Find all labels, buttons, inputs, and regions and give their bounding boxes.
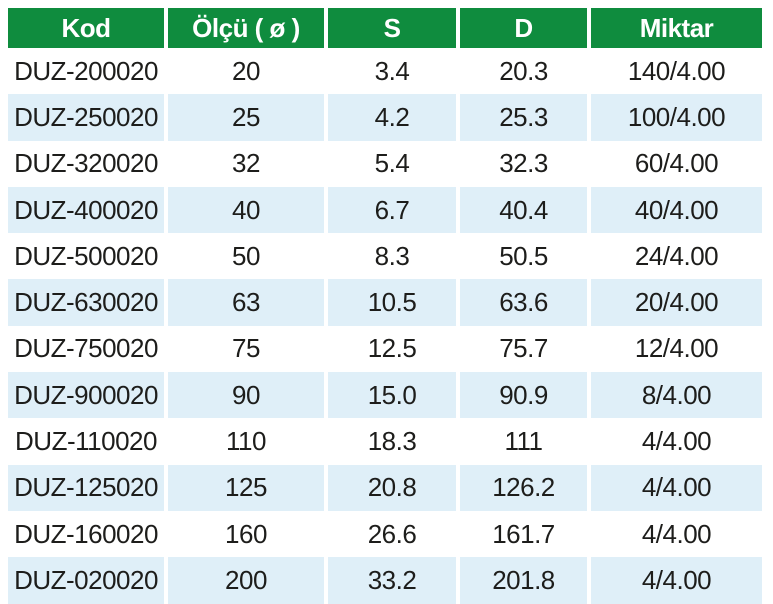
column-header-d: D	[460, 8, 587, 48]
cell-s: 10.5	[328, 279, 456, 326]
table-row: DUZ-900020 90 15.0 90.9 8/4.00	[8, 372, 762, 419]
table-row: DUZ-500020 50 8.3 50.5 24/4.00	[8, 233, 762, 280]
column-header-olcu: Ölçü ( ø )	[168, 8, 324, 48]
cell-d: 40.4	[460, 186, 587, 234]
cell-s: 4.2	[328, 94, 456, 141]
cell-olcu: 63	[168, 279, 324, 326]
cell-s: 12.5	[328, 325, 456, 373]
cell-kod: DUZ-020020	[8, 557, 164, 604]
table-row: DUZ-160020 160 26.6 161.7 4/4.00	[8, 510, 762, 558]
cell-kod: DUZ-750020	[8, 325, 164, 373]
cell-olcu: 125	[168, 464, 324, 511]
table-row: DUZ-320020 32 5.4 32.3 60/4.00	[8, 140, 762, 187]
cell-d: 32.3	[460, 140, 587, 187]
cell-d: 201.8	[460, 557, 587, 604]
column-header-miktar: Miktar	[591, 8, 762, 48]
cell-olcu: 40	[168, 186, 324, 234]
table-row: DUZ-125020 125 20.8 126.2 4/4.00	[8, 464, 762, 511]
cell-kod: DUZ-125020	[8, 464, 164, 511]
cell-d: 25.3	[460, 94, 587, 141]
cell-kod: DUZ-320020	[8, 140, 164, 187]
product-spec-table: Kod Ölçü ( ø ) S D Miktar DUZ-200020 20 3.4 20.…	[4, 8, 766, 604]
cell-miktar: 140/4.00	[591, 48, 762, 95]
cell-s: 6.7	[328, 186, 456, 234]
cell-miktar: 100/4.00	[591, 94, 762, 141]
cell-kod: DUZ-110020	[8, 418, 164, 465]
cell-d: 20.3	[460, 48, 587, 95]
cell-miktar: 24/4.00	[591, 233, 762, 280]
column-header-kod: Kod	[8, 8, 164, 48]
table-row: DUZ-110020 110 18.3 111 4/4.00	[8, 418, 762, 465]
cell-s: 3.4	[328, 48, 456, 95]
cell-olcu: 75	[168, 325, 324, 373]
cell-miktar: 12/4.00	[591, 325, 762, 373]
cell-kod: DUZ-160020	[8, 510, 164, 558]
cell-kod: DUZ-630020	[8, 279, 164, 326]
column-header-s: S	[328, 8, 456, 48]
table-row: DUZ-250020 25 4.2 25.3 100/4.00	[8, 94, 762, 141]
cell-olcu: 160	[168, 510, 324, 558]
cell-kod: DUZ-200020	[8, 48, 164, 95]
cell-d: 63.6	[460, 279, 587, 326]
cell-olcu: 20	[168, 48, 324, 95]
cell-olcu: 90	[168, 372, 324, 419]
cell-s: 26.6	[328, 510, 456, 558]
cell-d: 90.9	[460, 372, 587, 419]
cell-olcu: 110	[168, 418, 324, 465]
cell-miktar: 8/4.00	[591, 372, 762, 419]
cell-d: 111	[460, 418, 587, 465]
cell-s: 20.8	[328, 464, 456, 511]
cell-s: 8.3	[328, 233, 456, 280]
cell-olcu: 25	[168, 94, 324, 141]
cell-d: 75.7	[460, 325, 587, 373]
cell-olcu: 50	[168, 233, 324, 280]
catalog-page: Kod Ölçü ( ø ) S D Miktar DUZ-200020 20 3.4 20.…	[0, 8, 773, 604]
table-header: Kod Ölçü ( ø ) S D Miktar	[8, 8, 762, 48]
cell-s: 5.4	[328, 140, 456, 187]
cell-miktar: 40/4.00	[591, 186, 762, 234]
cell-kod: DUZ-400020	[8, 186, 164, 234]
cell-miktar: 4/4.00	[591, 557, 762, 604]
cell-d: 161.7	[460, 510, 587, 558]
cell-d: 126.2	[460, 464, 587, 511]
table-body: DUZ-200020 20 3.4 20.3 140/4.00 DUZ-250020 25 4…	[8, 48, 762, 604]
header-row: Kod Ölçü ( ø ) S D Miktar	[8, 8, 762, 48]
cell-miktar: 4/4.00	[591, 464, 762, 511]
cell-olcu: 32	[168, 140, 324, 187]
cell-s: 15.0	[328, 372, 456, 419]
cell-miktar: 4/4.00	[591, 510, 762, 558]
table-row: DUZ-200020 20 3.4 20.3 140/4.00	[8, 48, 762, 95]
cell-olcu: 200	[168, 557, 324, 604]
table-row: DUZ-630020 63 10.5 63.6 20/4.00	[8, 279, 762, 326]
cell-kod: DUZ-500020	[8, 233, 164, 280]
cell-kod: DUZ-250020	[8, 94, 164, 141]
table-row: DUZ-750020 75 12.5 75.7 12/4.00	[8, 325, 762, 373]
cell-s: 18.3	[328, 418, 456, 465]
table-row: DUZ-020020 200 33.2 201.8 4/4.00	[8, 557, 762, 604]
cell-miktar: 4/4.00	[591, 418, 762, 465]
cell-s: 33.2	[328, 557, 456, 604]
table-row: DUZ-400020 40 6.7 40.4 40/4.00	[8, 186, 762, 234]
cell-d: 50.5	[460, 233, 587, 280]
cell-miktar: 60/4.00	[591, 140, 762, 187]
cell-kod: DUZ-900020	[8, 372, 164, 419]
cell-miktar: 20/4.00	[591, 279, 762, 326]
